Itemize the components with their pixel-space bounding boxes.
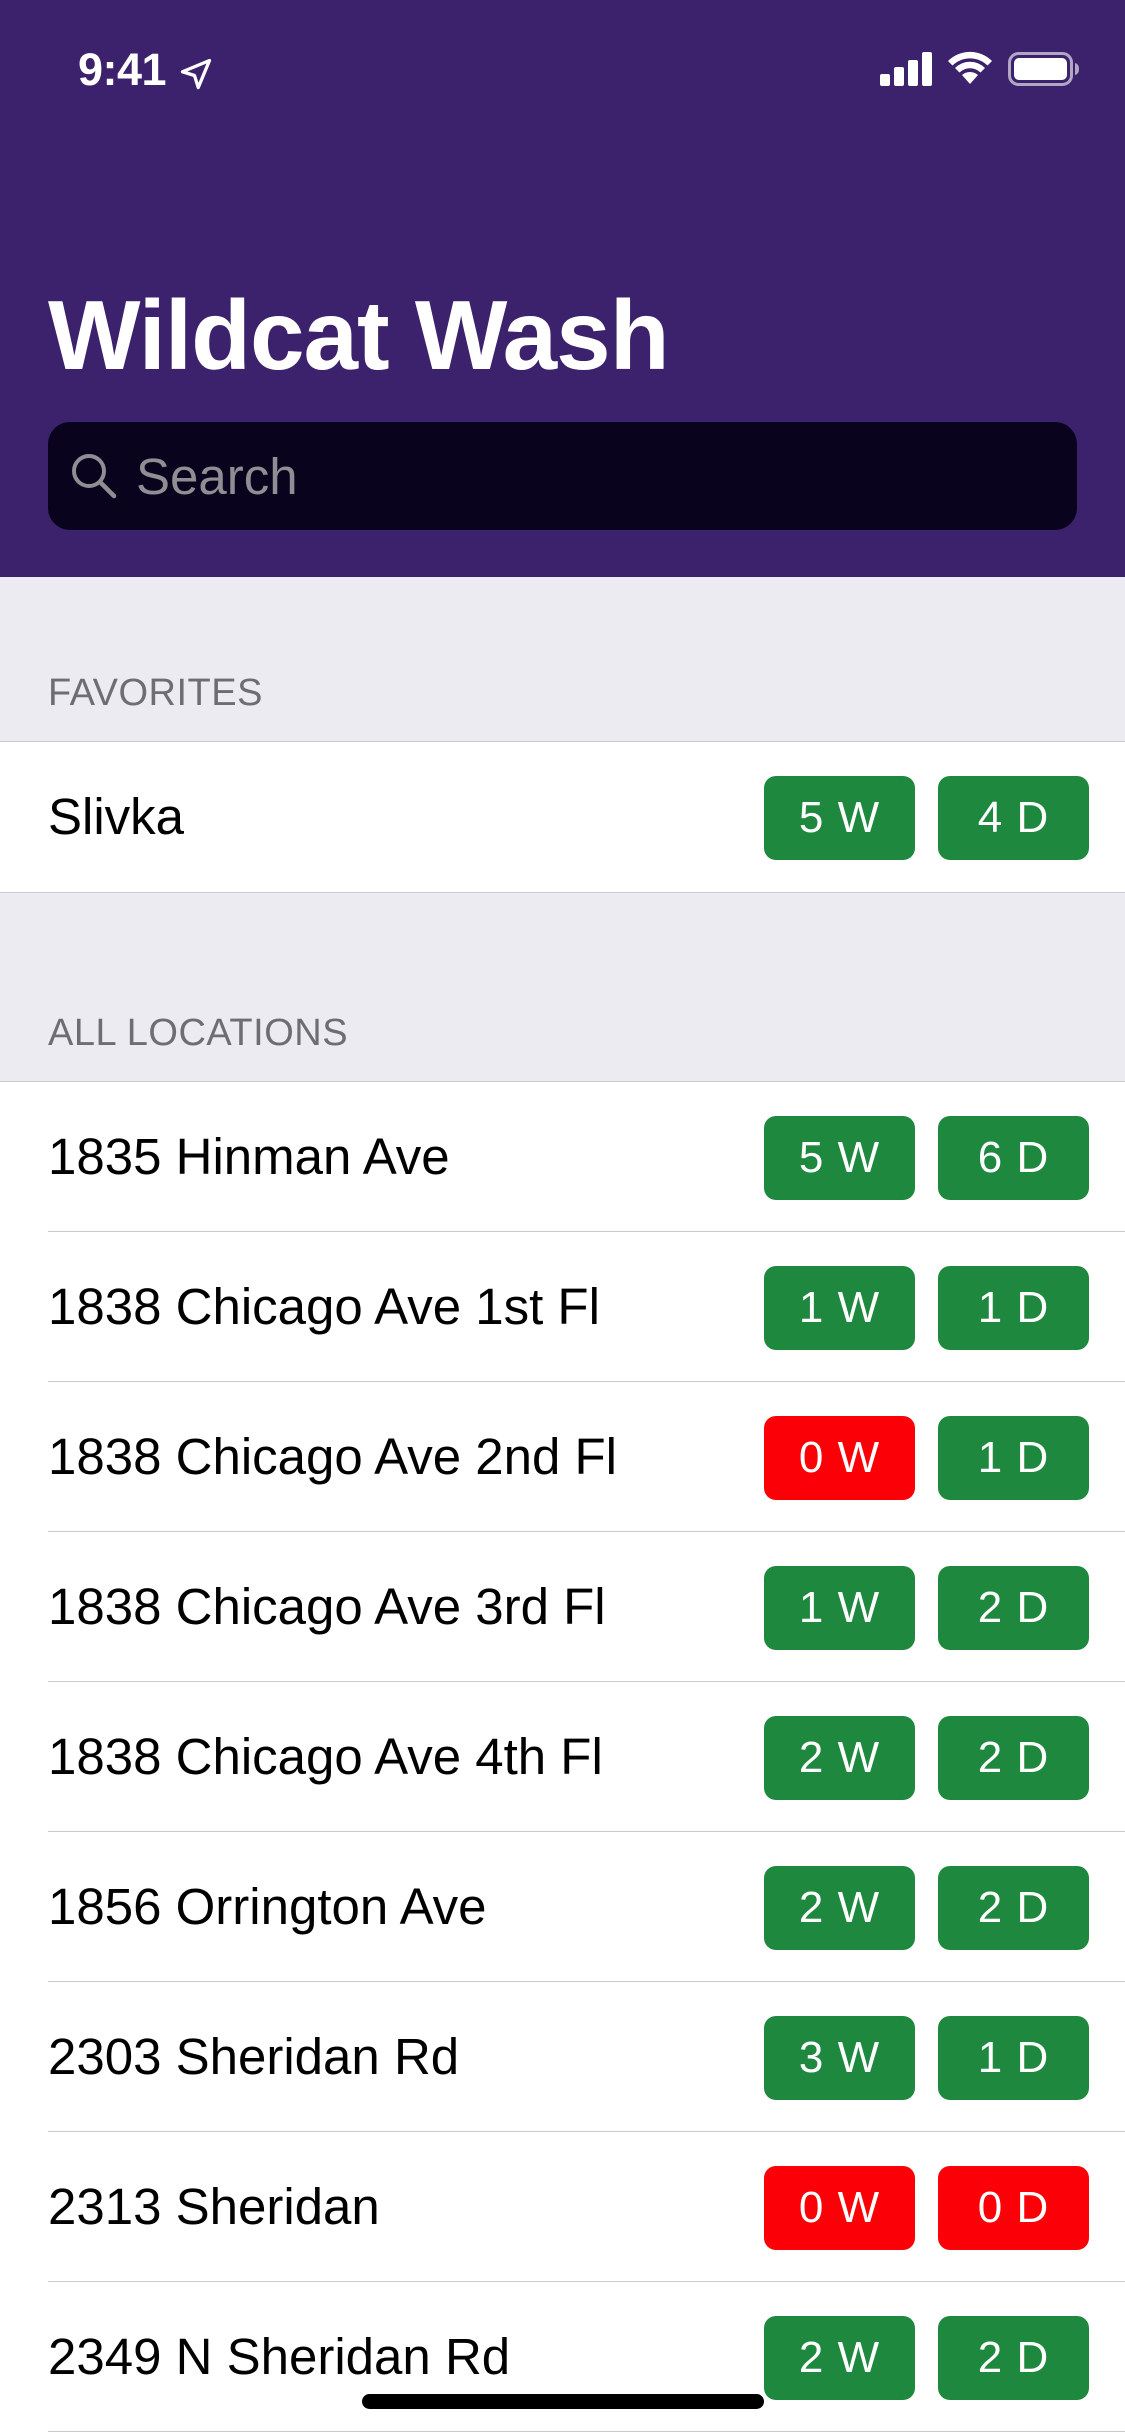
row-separator	[48, 1381, 1125, 1382]
location-row[interactable]: 1856 Orrington Ave 2 W 2 D	[0, 1832, 1125, 1982]
location-row[interactable]: 1838 Chicago Ave 1st Fl 1 W 1 D	[0, 1232, 1125, 1382]
wifi-icon	[948, 51, 992, 84]
washer-count-badge: 5 W	[764, 1116, 915, 1200]
row-separator	[48, 2431, 1125, 2432]
dryer-count-badge: 6 D	[938, 1116, 1089, 1200]
washer-count-badge: 2 W	[764, 1866, 915, 1950]
row-separator	[48, 1981, 1125, 1982]
location-row[interactable]: 2303 Sheridan Rd 3 W 1 D	[0, 1982, 1125, 2132]
location-arrow-icon	[180, 58, 212, 90]
dryer-count-badge: 2 D	[938, 2316, 1089, 2400]
dryer-count-badge: 4 D	[938, 776, 1089, 860]
row-separator	[48, 2131, 1125, 2132]
dryer-count-badge: 2 D	[938, 1716, 1089, 1800]
location-name: Slivka	[48, 788, 185, 845]
washer-count-badge: 1 W	[764, 1566, 915, 1650]
location-name: 1838 Chicago Ave 3rd Fl	[48, 1578, 606, 1635]
page-title: Wildcat Wash	[48, 280, 670, 390]
washer-count-badge: 2 W	[764, 1716, 915, 1800]
section-title: FAVORITES	[48, 672, 263, 714]
section-title: ALL LOCATIONS	[48, 1012, 349, 1054]
row-separator	[48, 1531, 1125, 1532]
battery-icon	[1008, 52, 1079, 86]
dryer-count-badge: 2 D	[938, 1866, 1089, 1950]
washer-count-badge: 0 W	[764, 1416, 915, 1500]
washer-count-badge: 2 W	[764, 2316, 915, 2400]
section-header-favorites: FAVORITES	[0, 577, 1125, 742]
dryer-count-badge: 1 D	[938, 2016, 1089, 2100]
location-name: 1838 Chicago Ave 4th Fl	[48, 1728, 603, 1785]
row-separator	[48, 1831, 1125, 1832]
row-separator	[48, 1231, 1125, 1232]
favorite-row[interactable]: Slivka 5 W 4 D	[0, 742, 1125, 892]
location-row[interactable]: 2349 N Sheridan Rd 2 W 2 D	[0, 2282, 1125, 2432]
location-name: 2349 N Sheridan Rd	[48, 2328, 511, 2385]
location-row[interactable]: 1835 Hinman Ave 5 W 6 D	[0, 1082, 1125, 1232]
location-name: 1838 Chicago Ave 2nd Fl	[48, 1428, 617, 1485]
washer-count-badge: 5 W	[764, 776, 915, 860]
location-row[interactable]: 2313 Sheridan 0 W 0 D	[0, 2132, 1125, 2282]
location-name: 1856 Orrington Ave	[48, 1878, 487, 1935]
row-separator	[48, 2281, 1125, 2282]
row-separator	[48, 1681, 1125, 1682]
location-row[interactable]: 1838 Chicago Ave 3rd Fl 1 W 2 D	[0, 1532, 1125, 1682]
location-name: 2303 Sheridan Rd	[48, 2028, 460, 2085]
location-row[interactable]: 1838 Chicago Ave 2nd Fl 0 W 1 D	[0, 1382, 1125, 1532]
home-indicator[interactable]	[362, 2394, 764, 2409]
navigation-header: 9:41 Wildcat Wash	[0, 0, 1125, 577]
search-bar[interactable]	[48, 422, 1077, 530]
location-name: 2313 Sheridan	[48, 2178, 380, 2235]
location-name: 1835 Hinman Ave	[48, 1128, 450, 1185]
status-time: 9:41	[78, 44, 167, 95]
status-bar: 9:41	[0, 0, 1125, 132]
section-header-all-locations: ALL LOCATIONS	[0, 892, 1125, 1082]
dryer-count-badge: 1 D	[938, 1266, 1089, 1350]
location-name: 1838 Chicago Ave 1st Fl	[48, 1278, 600, 1335]
dryer-count-badge: 0 D	[938, 2166, 1089, 2250]
washer-count-badge: 0 W	[764, 2166, 915, 2250]
dryer-count-badge: 1 D	[938, 1416, 1089, 1500]
cellular-signal-icon	[880, 52, 932, 86]
search-icon	[72, 454, 117, 499]
washer-count-badge: 1 W	[764, 1266, 915, 1350]
search-input[interactable]	[136, 422, 1036, 530]
dryer-count-badge: 2 D	[938, 1566, 1089, 1650]
washer-count-badge: 3 W	[764, 2016, 915, 2100]
location-row[interactable]: 1838 Chicago Ave 4th Fl 2 W 2 D	[0, 1682, 1125, 1832]
